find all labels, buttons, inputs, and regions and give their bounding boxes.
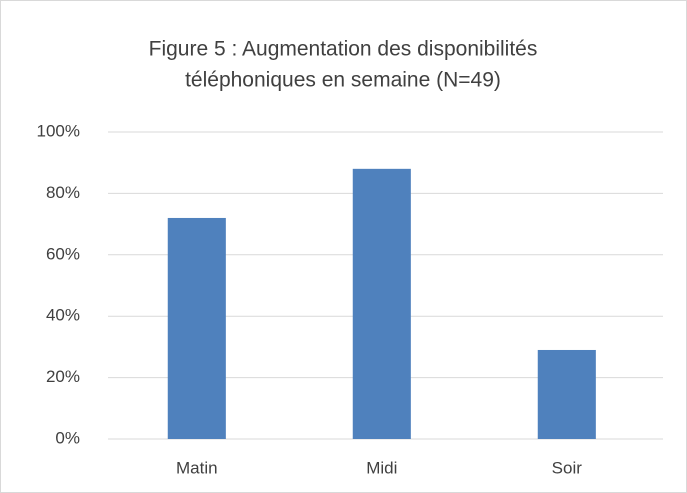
y-tick-label: 20% bbox=[46, 367, 80, 386]
x-tick-label: Soir bbox=[552, 458, 583, 477]
y-tick-label: 40% bbox=[46, 306, 80, 325]
y-tick-label: 100% bbox=[37, 121, 80, 140]
chart-title: téléphoniques en semaine (N=49) bbox=[185, 69, 501, 92]
bar bbox=[352, 168, 411, 439]
y-tick-label: 60% bbox=[46, 244, 80, 263]
bar bbox=[167, 217, 226, 439]
x-tick-label: Matin bbox=[176, 458, 218, 477]
y-tick-label: 0% bbox=[55, 428, 80, 447]
y-tick-label: 80% bbox=[46, 183, 80, 202]
chart-title: Figure 5 : Augmentation des disponibilit… bbox=[149, 38, 538, 61]
bar bbox=[537, 349, 596, 439]
x-tick-label: Midi bbox=[366, 458, 397, 477]
